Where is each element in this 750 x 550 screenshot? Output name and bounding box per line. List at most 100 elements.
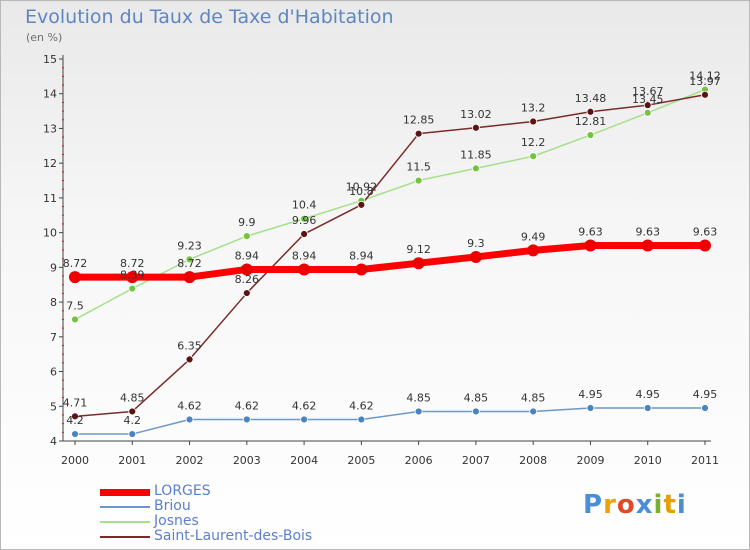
- data-point: [643, 108, 652, 117]
- series-line-lorges: [71, 241, 709, 281]
- data-label: 8.94: [349, 249, 374, 262]
- data-point: [584, 239, 597, 252]
- series-points: [69, 85, 711, 438]
- data-point: [128, 430, 137, 438]
- data-label: 4.62: [235, 399, 260, 412]
- data-label: 7.5: [66, 299, 84, 312]
- y-tick-label: 6: [50, 366, 57, 379]
- data-point: [529, 117, 538, 126]
- data-point: [128, 407, 137, 416]
- legend-swatch: [100, 521, 150, 523]
- series-line-saint-laurent-des-bois: [74, 94, 706, 418]
- data-label: 8.39: [120, 269, 145, 282]
- data-label: 4.2: [124, 414, 142, 427]
- data-label: 9.96: [292, 214, 317, 227]
- legend-swatch: [100, 536, 150, 538]
- data-label: 12.81: [575, 115, 607, 128]
- data-point: [586, 404, 595, 412]
- data-point: [300, 230, 308, 238]
- data-label: 9.63: [578, 225, 603, 238]
- data-label: 4.62: [292, 399, 317, 412]
- data-point: [472, 164, 480, 173]
- data-label: 8.72: [63, 257, 88, 270]
- data-point: [643, 101, 652, 110]
- data-label: 4.85: [406, 391, 431, 404]
- data-label: 9.9: [238, 216, 256, 229]
- data-point: [529, 407, 538, 416]
- data-label: 4.85: [464, 391, 489, 404]
- data-label: 11.5: [406, 161, 431, 174]
- data-point: [414, 129, 423, 138]
- data-label: 4.95: [635, 388, 660, 401]
- y-tick-label: 5: [50, 400, 57, 413]
- data-label: 9.12: [406, 243, 431, 256]
- x-tick-label: 2011: [691, 454, 719, 467]
- data-point: [357, 200, 366, 209]
- data-label: 8.72: [177, 257, 202, 270]
- y-tick-label: 12: [43, 157, 57, 170]
- data-point: [298, 263, 311, 276]
- data-point: [586, 131, 595, 139]
- data-label: 9.49: [521, 230, 546, 243]
- chart-title: Evolution du Taux de Taxe d'Habitation: [25, 6, 394, 28]
- data-point: [412, 257, 425, 270]
- legend-label: LORGES: [154, 483, 211, 499]
- x-tick-label: 2000: [61, 454, 89, 467]
- x-tick-label: 2009: [576, 454, 604, 467]
- legend-label: Josnes: [154, 513, 199, 529]
- x-tick-label: 2010: [634, 454, 662, 467]
- data-label: 13.97: [689, 75, 721, 88]
- y-tick-label: 8: [50, 296, 57, 309]
- data-label: 10.4: [292, 199, 317, 212]
- data-point: [643, 404, 652, 412]
- data-label: 8.26: [235, 273, 260, 286]
- data-point: [414, 176, 423, 185]
- data-label: 13.2: [521, 102, 546, 115]
- data-point: [240, 263, 253, 276]
- data-label: 8.94: [235, 249, 260, 262]
- legend-swatch: [100, 488, 150, 496]
- data-point: [414, 407, 423, 416]
- data-label: 4.62: [349, 399, 374, 412]
- data-point: [357, 415, 366, 424]
- series-line-josnes: [74, 88, 706, 321]
- data-label: 4.62: [177, 399, 202, 412]
- data-point: [71, 315, 79, 324]
- legend-label: Saint-Laurent-des-Bois: [154, 528, 313, 544]
- legend-item: Saint-Laurent-des-Bois: [100, 529, 400, 544]
- x-tick-label: 2006: [405, 454, 433, 467]
- data-label: 4.95: [578, 388, 603, 401]
- data-label: 11.85: [460, 148, 492, 161]
- legend-item: LORGES: [100, 484, 400, 499]
- x-tick-label: 2004: [290, 454, 318, 467]
- data-label: 10.8: [349, 185, 374, 198]
- x-tick-label: 2002: [176, 454, 204, 467]
- data-label: 4.85: [120, 391, 145, 404]
- proxiti-logo: Proxiti: [583, 490, 687, 520]
- series-line-briou: [74, 407, 706, 435]
- axes: 4 5 6 7 8 9 10 11 12 13 14 15 2000 2001 2002 2003 2004 20…: [43, 53, 719, 467]
- data-point: [185, 415, 194, 424]
- data-point: [699, 239, 711, 252]
- x-tick-label: 2005: [347, 454, 375, 467]
- data-point: [701, 404, 709, 412]
- data-label: 8.72: [120, 257, 145, 270]
- data-label: 9.63: [635, 225, 660, 238]
- data-point: [183, 271, 196, 284]
- x-tick-label: 2007: [462, 454, 490, 467]
- data-point: [242, 289, 251, 297]
- data-point: [472, 407, 480, 416]
- data-label: 13.67: [632, 85, 664, 98]
- data-point: [71, 412, 79, 421]
- y-tick-label: 13: [43, 122, 57, 135]
- x-tick-label: 2001: [118, 454, 146, 467]
- data-label: 13.02: [460, 108, 492, 121]
- data-point: [469, 250, 482, 263]
- data-point: [472, 123, 480, 132]
- data-point: [586, 107, 595, 116]
- data-label: 13.48: [575, 92, 607, 105]
- data-point: [242, 415, 251, 424]
- data-point: [71, 430, 79, 438]
- legend-item: Josnes: [100, 514, 400, 529]
- data-point: [126, 271, 139, 284]
